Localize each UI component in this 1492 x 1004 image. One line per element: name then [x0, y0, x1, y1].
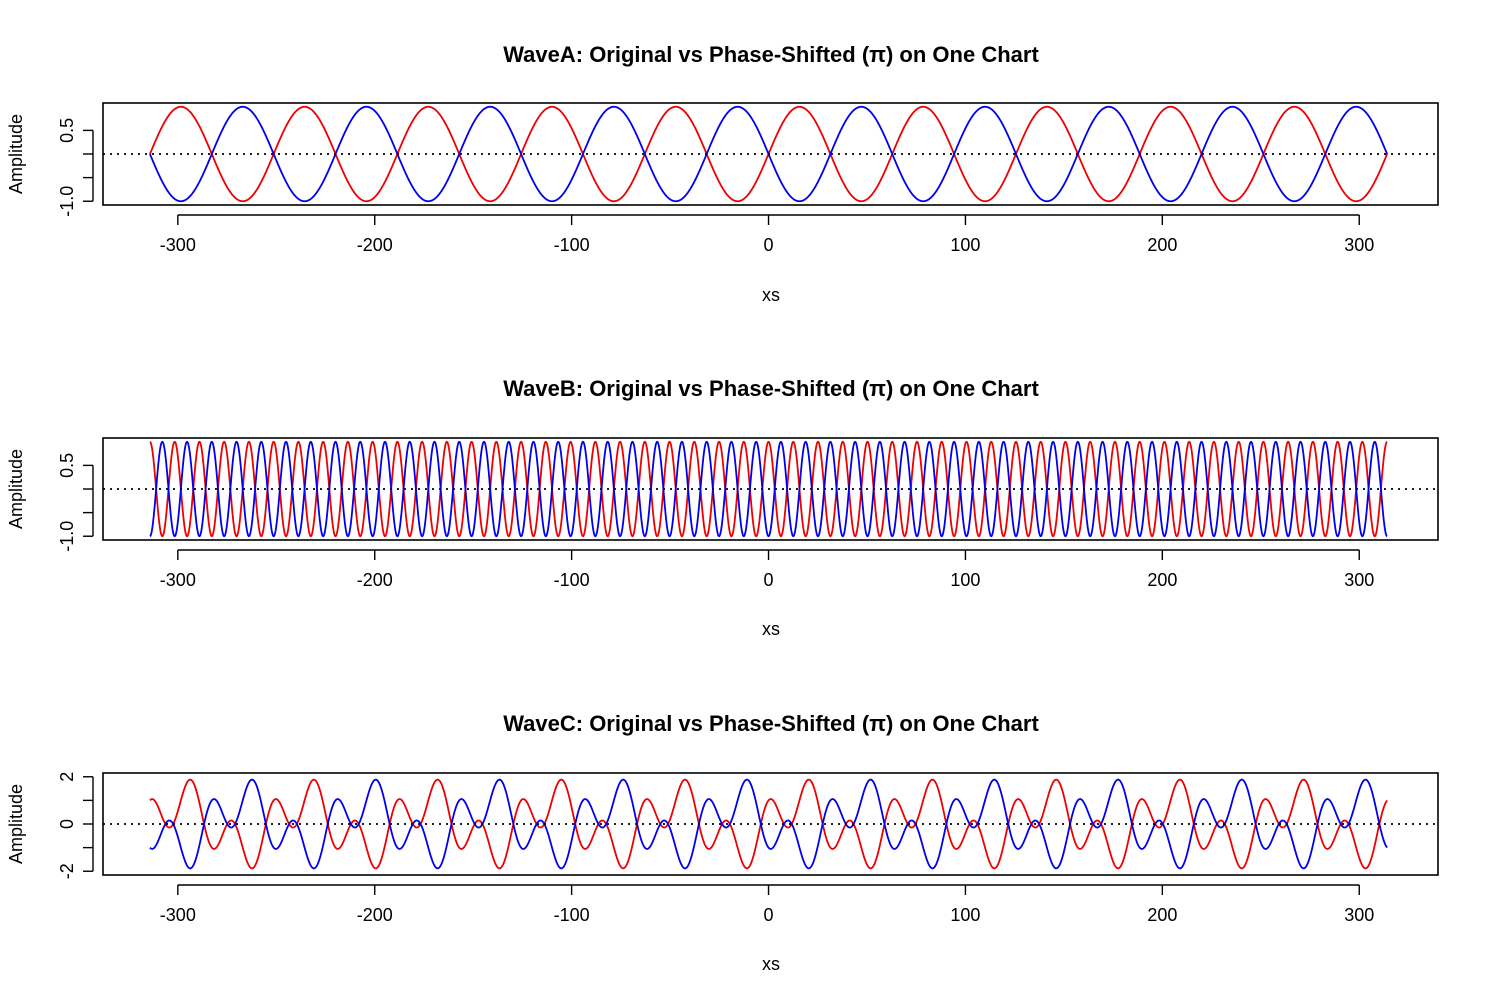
x-tick-label: 0	[764, 905, 774, 925]
series-line-original	[149, 440, 1388, 538]
chart-title: WaveA: Original vs Phase-Shifted (π) on …	[503, 42, 1039, 67]
x-tick-label: -100	[554, 905, 590, 925]
x-tick-label: -100	[554, 235, 590, 255]
x-axis-label: xs	[762, 285, 780, 305]
chart-title: WaveC: Original vs Phase-Shifted (π) on …	[503, 711, 1039, 736]
y-tick-label: 0.5	[57, 118, 77, 143]
series-line-phase-shifted	[149, 440, 1388, 538]
x-tick-label: 200	[1147, 905, 1177, 925]
y-tick-label: -1.0	[57, 186, 77, 217]
x-tick-label: 300	[1344, 570, 1374, 590]
x-tick-label: 100	[950, 235, 980, 255]
x-axis-label: xs	[762, 619, 780, 639]
x-tick-label: 200	[1147, 570, 1177, 590]
y-axis-label: Amplitude	[6, 449, 26, 529]
x-tick-label: -200	[357, 235, 393, 255]
chart-title: WaveB: Original vs Phase-Shifted (π) on …	[503, 376, 1039, 401]
chart-panel-3: WaveC: Original vs Phase-Shifted (π) on …	[6, 711, 1439, 974]
x-tick-label: 0	[764, 235, 774, 255]
x-tick-label: -200	[357, 905, 393, 925]
x-tick-label: -300	[160, 570, 196, 590]
x-tick-label: -100	[554, 570, 590, 590]
x-tick-label: 0	[764, 570, 774, 590]
x-tick-label: 200	[1147, 235, 1177, 255]
x-tick-label: 100	[950, 905, 980, 925]
y-tick-label: 2	[57, 772, 77, 782]
x-tick-label: 300	[1344, 905, 1374, 925]
y-axis-label: Amplitude	[6, 114, 26, 194]
y-axis-label: Amplitude	[6, 784, 26, 864]
y-tick-label: -1.0	[57, 521, 77, 552]
y-tick-label: 0	[57, 819, 77, 829]
series-line-phase-shifted	[149, 778, 1388, 870]
x-tick-label: 100	[950, 570, 980, 590]
y-tick-label: -2	[57, 863, 77, 879]
y-tick-label: 0.5	[57, 453, 77, 478]
x-axis-label: xs	[762, 954, 780, 974]
x-tick-label: -300	[160, 905, 196, 925]
x-tick-label: -200	[357, 570, 393, 590]
x-tick-label: 300	[1344, 235, 1374, 255]
chart-panel-1: WaveA: Original vs Phase-Shifted (π) on …	[6, 42, 1439, 305]
x-tick-label: -300	[160, 235, 196, 255]
chart-panel-2: WaveB: Original vs Phase-Shifted (π) on …	[6, 376, 1439, 639]
series-line-original	[149, 778, 1388, 870]
